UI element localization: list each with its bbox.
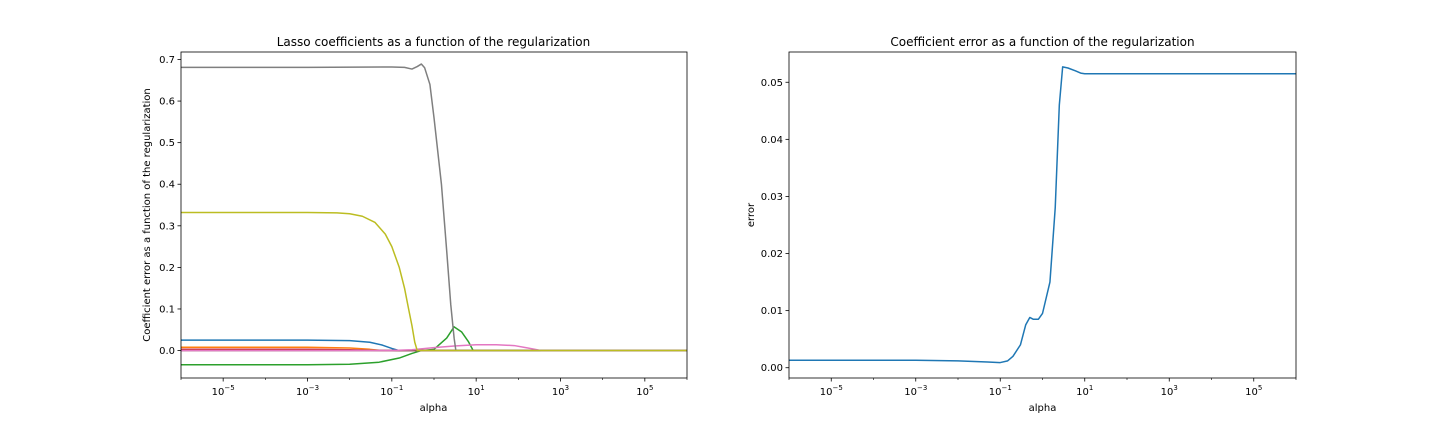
y-tick-label: 0.3: [159, 221, 175, 232]
y-axis-ticks: 0.00 0.01 0.02 0.03 0.04 0.05: [761, 78, 789, 374]
series-line-1: [789, 66, 1296, 364]
x-tick-label: 10−1: [989, 384, 1012, 398]
x-tick-label: 101: [468, 384, 485, 398]
y-axis-label: error: [746, 202, 757, 227]
plot-frame: [788, 51, 1297, 379]
y-tick-label: 0.01: [761, 306, 783, 317]
series-line-8: [181, 63, 687, 352]
x-tick-label: 105: [636, 384, 653, 398]
coefficient-error-chart: Coefficient error as a function of the r…: [746, 35, 1297, 414]
y-tick-label: 0.4: [159, 180, 175, 191]
y-tick-label: 0.04: [761, 135, 783, 146]
x-tick-label: 10−5: [212, 384, 235, 398]
y-tick-label: 0.2: [159, 263, 175, 274]
y-tick-label: 0.5: [159, 138, 175, 149]
y-tick-label: 0.02: [761, 249, 783, 260]
x-tick-label: 10−3: [296, 384, 319, 398]
plot-area: [181, 52, 687, 378]
y-tick-label: 0.03: [761, 192, 783, 203]
x-axis-label: alpha: [1029, 403, 1057, 414]
lasso-coefficients-chart: Lasso coefficients as a function of the …: [142, 35, 688, 414]
x-tick-label: 10−3: [904, 384, 927, 398]
x-axis-label: alpha: [420, 403, 448, 414]
series-layer: [789, 66, 1296, 364]
y-tick-label: 0.6: [159, 97, 175, 108]
x-tick-label: 101: [1076, 384, 1093, 398]
x-tick-label: 10−1: [380, 384, 403, 398]
series-line-9: [181, 211, 687, 352]
x-tick-label: 105: [1245, 384, 1262, 398]
x-tick-label: 103: [552, 384, 569, 398]
series-line-7: [181, 343, 687, 352]
plot-area: [789, 52, 1296, 378]
y-tick-label: 0.05: [761, 78, 783, 89]
x-axis-ticks: 10−5 10−3 10−1 101 103 105: [788, 378, 1297, 398]
y-axis-ticks: 0.0 0.1 0.2 0.3 0.4 0.5 0.6 0.7: [159, 55, 181, 357]
chart-title: Lasso coefficients as a function of the …: [277, 35, 591, 49]
y-axis-label: Coefficient error as a function of the r…: [142, 88, 153, 342]
y-tick-label: 0.00: [761, 363, 783, 374]
y-tick-label: 0.7: [159, 55, 175, 66]
y-tick-label: 0.0: [159, 346, 175, 357]
chart-title: Coefficient error as a function of the r…: [890, 35, 1194, 49]
plot-frame: [180, 51, 688, 379]
y-tick-label: 0.1: [159, 304, 175, 315]
x-tick-label: 103: [1161, 384, 1178, 398]
x-axis-ticks: 10−5 10−3 10−1 101 103 105: [180, 378, 688, 398]
series-layer: [181, 63, 687, 366]
x-tick-label: 10−5: [820, 384, 843, 398]
